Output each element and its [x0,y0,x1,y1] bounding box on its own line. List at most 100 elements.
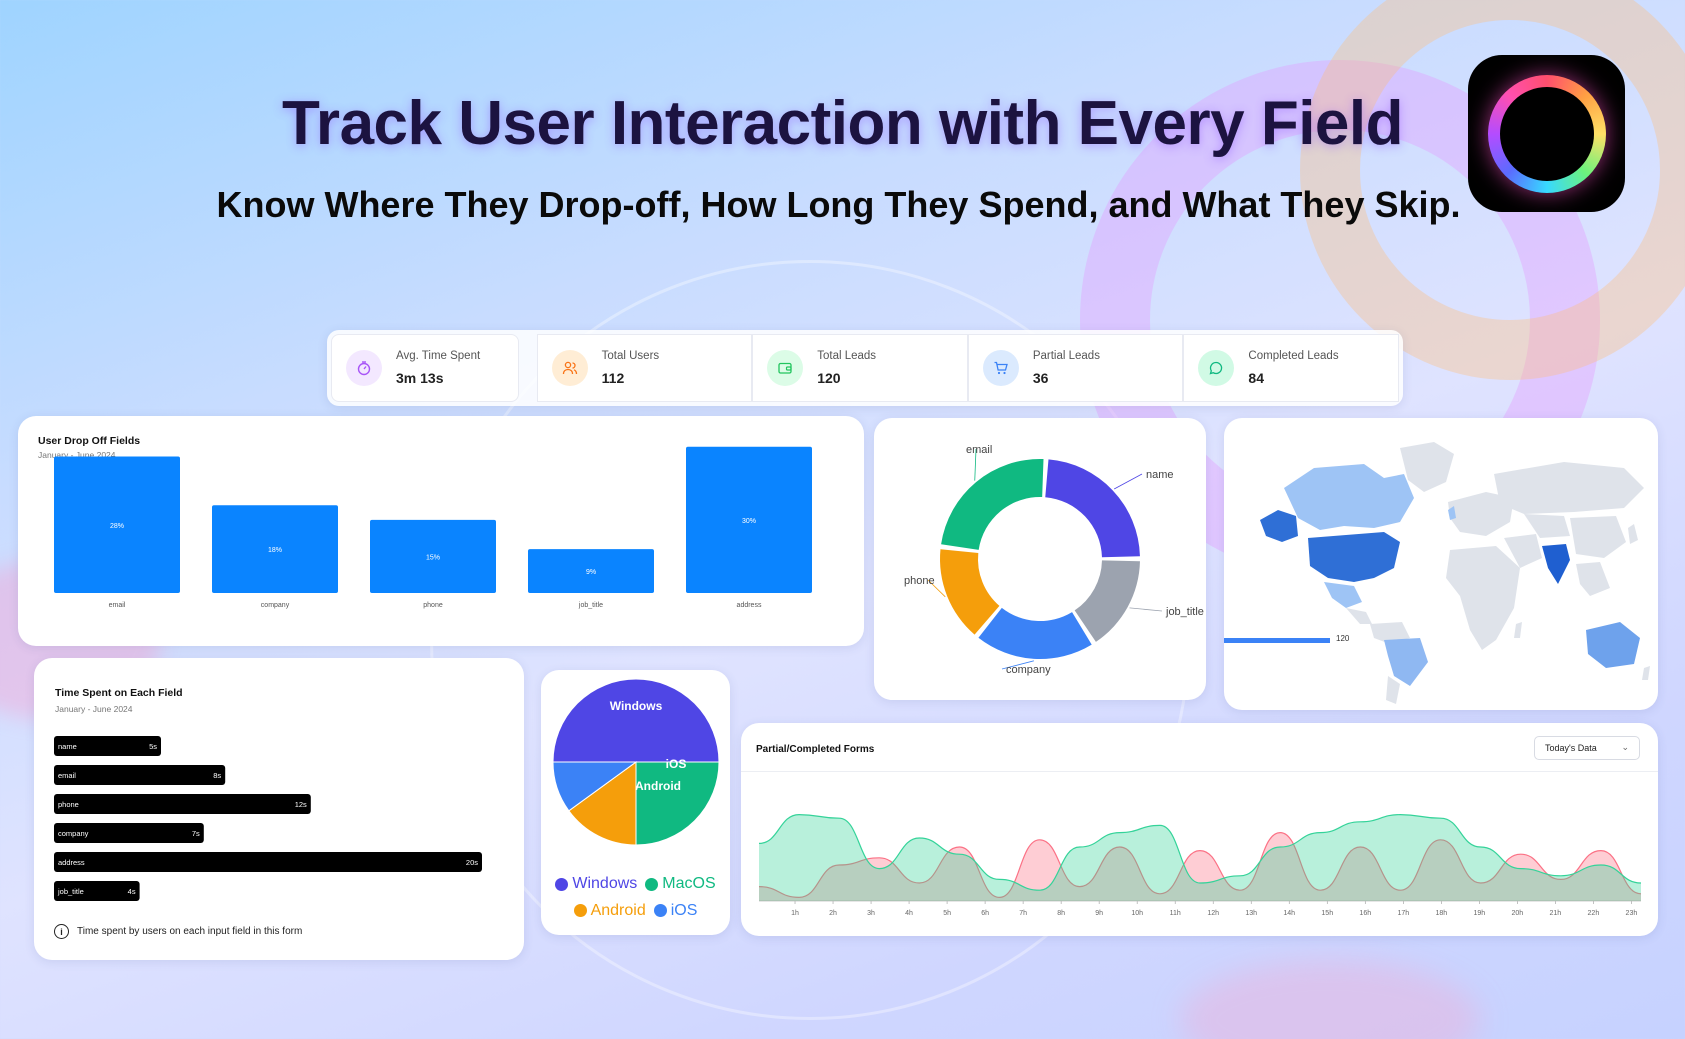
stat-total-leads: Total Leads 120 [752,334,968,402]
dropoff-tick-label: email [109,602,126,609]
area-series-line[interactable] [758,813,1642,891]
stat-avg-time: Avg. Time Spent 3m 13s [331,334,519,402]
time-bar-company[interactable] [54,823,204,843]
time-bar-value: 20s [466,858,478,867]
time-bar-value: 4s [128,887,136,896]
divider [741,771,1658,772]
area-tick-label: 20h [1512,910,1524,917]
dropoff-subtitle: January - June 2024 [38,450,116,460]
donut-leader-line [974,448,977,481]
os-pie-card: Windows MacOS Android iOS Windows MacOS Andro… [541,670,730,935]
donut-slice-company[interactable] [978,607,1092,659]
stats-bar: Avg. Time Spent 3m 13s Total Users 112 Tot… [327,330,1403,406]
donut-label: company [1006,664,1051,676]
info-icon: i [54,924,69,939]
area-series-fill [759,832,1641,901]
time-spent-note-text: Time spent by users on each input field … [77,926,303,937]
dropoff-bar-job_title[interactable] [528,549,654,593]
os-slice-label: Android [635,779,681,793]
area-tick-label: 5h [943,910,951,917]
map-region-europe [1448,492,1514,536]
map-region-madagascar [1514,622,1522,638]
time-bar-job_title[interactable] [54,881,140,901]
forms-title: Partial/Completed Forms [756,744,875,755]
donut-slice-phone[interactable] [940,549,1000,635]
app-logo [1468,55,1625,212]
stat-value: 36 [1032,370,1049,386]
dropoff-bar-email[interactable] [54,456,180,594]
donut-slice-job_title[interactable] [1074,560,1140,642]
area-tick-label: 21h [1550,910,1562,917]
time-bar-email[interactable] [54,765,226,785]
stat-label: Total Leads [817,350,877,362]
stat-value: 3m 13s [396,370,444,386]
os-legend-item[interactable]: MacOS [645,872,716,896]
donut-slice-name[interactable] [1045,459,1140,558]
map-region-central-asia [1524,514,1570,538]
os-legend: Windows MacOS Android iOS [541,872,730,925]
donut-leader-line [927,579,946,598]
area-tick-label: 6h [981,910,989,917]
map-region-russia [1494,462,1644,514]
map-region-brazil [1384,638,1428,686]
chevron-down-icon: ⌄ [1621,742,1629,752]
stat-label: Partial Leads [1032,350,1100,362]
dropoff-tick-label: company [261,602,290,609]
world-map-card: 120 [1224,418,1658,710]
time-bar-value: 7s [192,829,200,838]
dropoff-bar-phone[interactable] [370,519,496,593]
area-tick-label: 19h [1473,910,1485,917]
dropoff-bar-label: 9% [586,569,596,576]
time-bar-value: 12s [295,800,307,809]
legend-dot-icon [555,877,569,891]
field-donut-card: name job_title company phone email [874,418,1206,700]
dropoff-tick-label: phone [423,602,443,609]
time-bar-name: address [58,858,85,867]
os-slice-android[interactable] [568,761,637,846]
map-region-south-america-south [1386,676,1400,704]
time-bar-address[interactable] [54,852,482,872]
stat-completed-leads: Completed Leads 84 [1183,334,1400,402]
stat-partial-leads: Partial Leads 36 [967,334,1184,402]
map-region-mexico [1324,582,1362,608]
map-region-greenland [1400,442,1454,492]
date-range-select[interactable]: Today's Data ⌄ [1534,736,1640,760]
os-legend-item[interactable]: iOS [653,899,697,923]
area-tick-label: 7h [1019,910,1027,917]
os-legend-label: MacOS [662,875,716,892]
area-series-line[interactable] [758,831,1642,899]
time-bar-phone[interactable] [54,794,311,814]
os-slice-windows[interactable] [552,678,720,763]
os-legend-item[interactable]: Windows [555,872,637,896]
dropoff-bar-address[interactable] [686,446,812,593]
area-tick-label: 15h [1321,910,1333,917]
time-bar-name: company [58,829,89,838]
area-series-fill [759,814,1641,901]
os-slice-macos[interactable] [635,761,720,846]
map-region-central-america [1346,608,1372,624]
legend-dot-icon [653,904,667,917]
map-region-south-america-north [1370,622,1410,644]
dropoff-bar-company[interactable] [212,505,338,593]
dropoff-tick-label: address [737,602,762,609]
users-icon [551,350,588,386]
os-legend-item[interactable]: Android [573,899,646,923]
time-bar-name[interactable] [54,736,161,756]
donut-label: phone [904,575,935,587]
dropoff-bar-label: 15% [426,554,440,561]
map-region-southeast-asia [1576,562,1610,596]
time-bar-name: name [58,742,77,751]
stat-value: 112 [601,370,625,386]
donut-slice-email[interactable] [941,459,1044,550]
map-region-new-zealand [1642,666,1650,680]
area-tick-label: 9h [1095,910,1103,917]
time-spent-note: i Time spent by users on each input fiel… [54,924,302,939]
area-tick-label: 3h [867,910,875,917]
decor-blob [1180,960,1480,1039]
donut-leader-line [1129,607,1163,612]
dropoff-tick-label: job_title [578,602,603,609]
area-tick-label: 4h [905,910,913,917]
os-slice-ios[interactable] [552,761,638,812]
area-tick-label: 10h [1131,910,1143,917]
